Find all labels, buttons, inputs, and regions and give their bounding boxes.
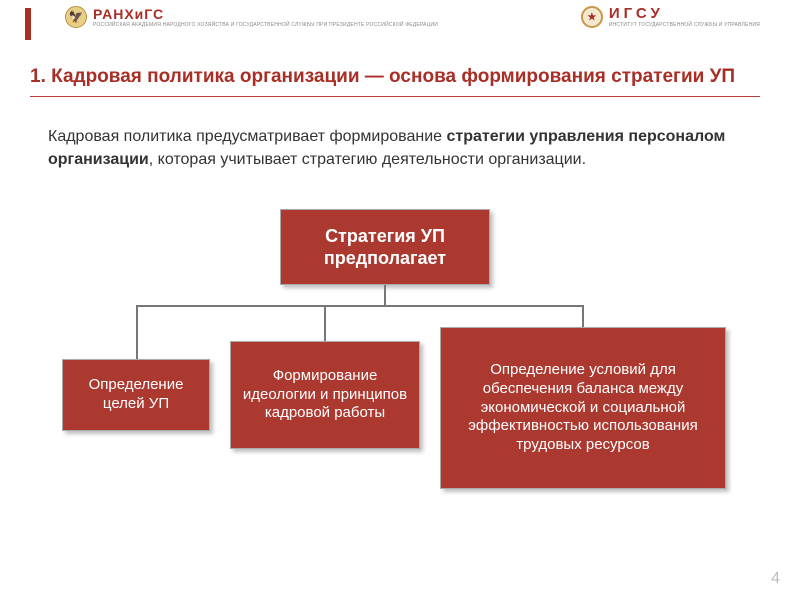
igsu-sub: ИНСТИТУТ ГОСУДАРСТВЕННОЙ СЛУЖБЫ И УПРАВЛ…	[609, 23, 760, 28]
tree-root-node: Стратегия УП предполагает	[280, 209, 490, 285]
connector-to-child-1	[136, 305, 138, 359]
connector-root-down	[384, 285, 386, 307]
connector-horizontal-bus	[136, 305, 584, 307]
connector-to-child-3	[582, 305, 584, 327]
intro-pre: Кадровая политика предусматривает формир…	[48, 128, 447, 145]
slide-title: 1. Кадровая политика организации — основ…	[30, 65, 760, 97]
slide-header: 🦅 РАНХиГС РОССИЙСКАЯ АКАДЕМИЯ НАРОДНОГО …	[0, 0, 800, 55]
tree-child-node-2: Формирование идеологии и принципов кадро…	[230, 341, 420, 449]
header-red-bar	[25, 8, 31, 40]
igsu-name: ИГСУ	[609, 6, 760, 21]
logo-igsu: ★ ИГСУ ИНСТИТУТ ГОСУДАРСТВЕННОЙ СЛУЖБЫ И…	[581, 6, 760, 28]
tree-child-node-1: Определение целей УП	[62, 359, 210, 431]
igsu-emblem-icon: ★	[581, 6, 603, 28]
tree-child-node-3: Определение условий для обеспечения бала…	[440, 327, 726, 489]
logo-ranepa: 🦅 РАНХиГС РОССИЙСКАЯ АКАДЕМИЯ НАРОДНОГО …	[65, 6, 438, 28]
intro-post: , которая учитывает стратегию деятельнос…	[149, 151, 586, 168]
slide-title-wrap: 1. Кадровая политика организации — основ…	[30, 65, 760, 97]
intro-paragraph: Кадровая политика предусматривает формир…	[48, 125, 752, 171]
ranepa-sub: РОССИЙСКАЯ АКАДЕМИЯ НАРОДНОГО ХОЗЯЙСТВА …	[93, 23, 438, 28]
ranepa-emblem-icon: 🦅	[65, 6, 87, 28]
page-number: 4	[771, 570, 780, 588]
strategy-tree-diagram: Стратегия УП предполагает Определение це…	[0, 209, 800, 509]
ranepa-name: РАНХиГС	[93, 7, 438, 21]
connector-to-child-2	[324, 305, 326, 341]
